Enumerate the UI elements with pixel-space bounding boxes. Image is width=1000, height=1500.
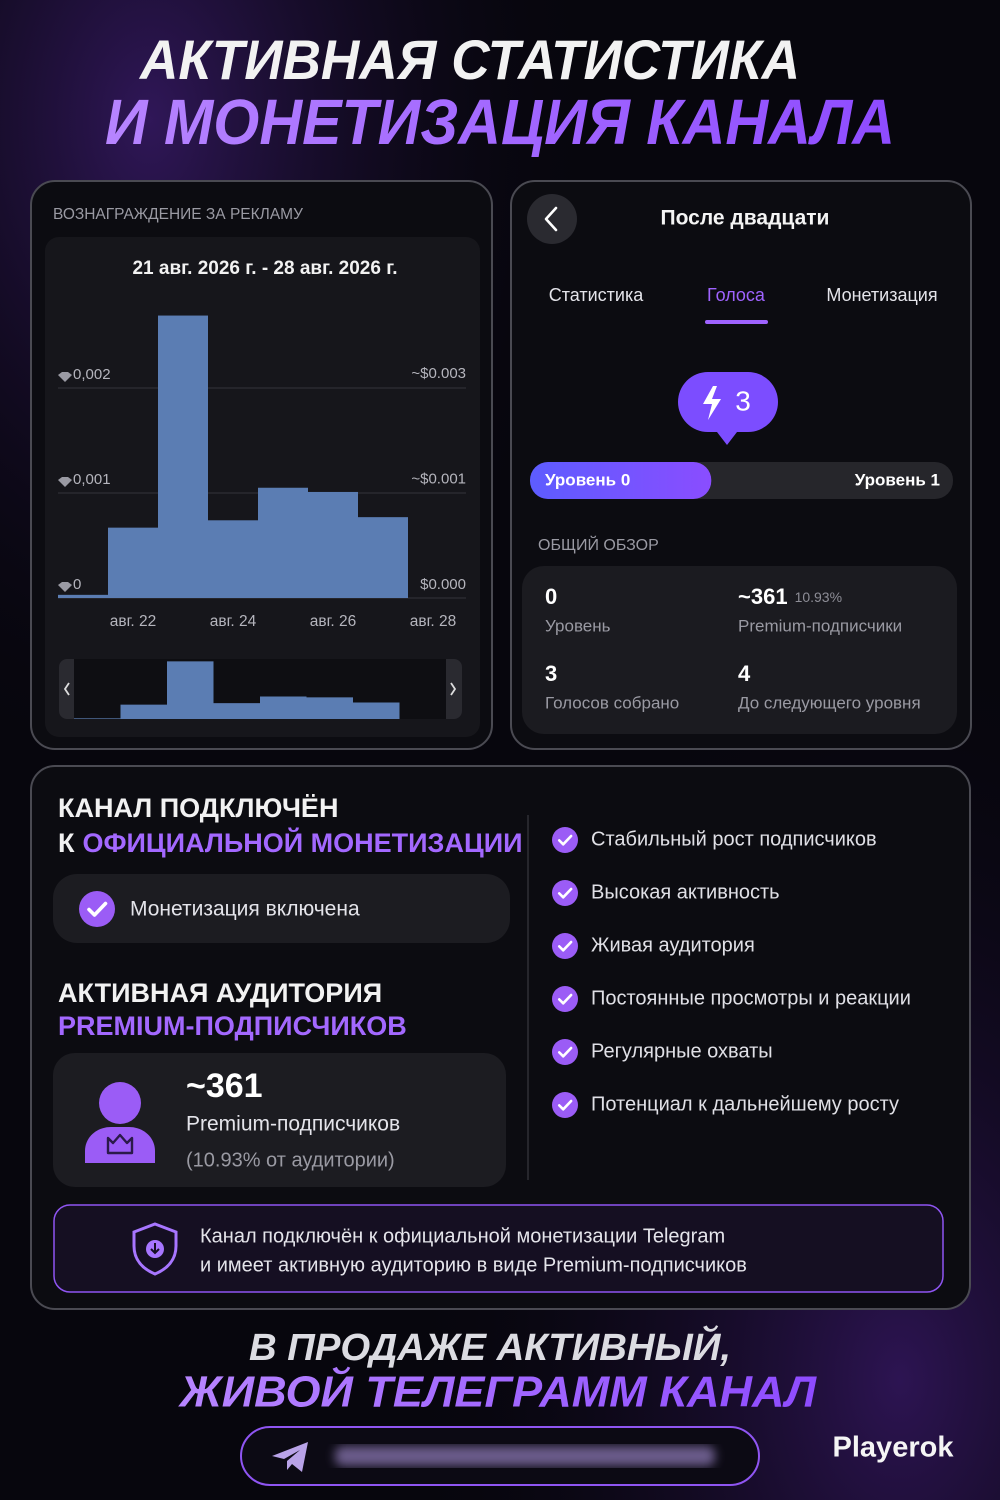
- bar: [158, 315, 208, 598]
- mini-bar: [353, 702, 400, 719]
- stats-panel: [522, 566, 957, 734]
- status-text: Монетизация включена: [130, 898, 360, 921]
- chart-title: 21 авг. 2026 г. - 28 авг. 2026 г.: [132, 258, 397, 279]
- heading-accent: PREMIUM-ПОДПИСЧИКОВ: [58, 1011, 407, 1041]
- bar: [358, 517, 408, 598]
- check-icon: [552, 986, 578, 1012]
- stat-value: ~361: [738, 584, 788, 609]
- stat-label: До следующего уровня: [738, 693, 921, 712]
- chart-panel: [45, 237, 480, 737]
- tab-active[interactable]: Голоса: [707, 285, 766, 305]
- notice-box: [53, 1204, 944, 1293]
- tab[interactable]: Статистика: [549, 285, 645, 305]
- back-icon: [544, 206, 558, 232]
- x-tick-label: авг. 22: [110, 613, 156, 630]
- check-icon: [552, 1092, 578, 1118]
- stat-value: 3: [545, 661, 557, 686]
- notice-text: и имеет активную аудиторию в виде Premiu…: [200, 1254, 747, 1276]
- boost-bubble: [678, 372, 778, 445]
- bar: [308, 491, 358, 598]
- x-tick-label: авг. 28: [410, 613, 456, 630]
- check-icon: [552, 827, 578, 853]
- range-handles[interactable]: [63, 682, 457, 696]
- check-icon: [552, 933, 578, 959]
- heading-prefix: К: [58, 828, 75, 858]
- feature-text: Живая аудитория: [591, 934, 755, 956]
- y-tick-label: 0,001: [73, 471, 111, 488]
- footer-accent: ЖИВОЙ ТЕЛЕГРАММ КАНАЛ: [178, 1366, 817, 1417]
- ton-icon: [58, 477, 72, 487]
- shield-icon: [132, 1222, 178, 1276]
- bar: [108, 527, 158, 598]
- bar: [258, 487, 308, 598]
- heading-accent: ОФИЦИАЛЬНОЙ МОНЕТИЗАЦИИ: [82, 827, 522, 858]
- check-icon: [79, 891, 115, 927]
- heading: АКТИВНАЯ АУДИТОРИЯ: [58, 978, 382, 1008]
- check-icon: [552, 1039, 578, 1065]
- level-to: Уровень 1: [855, 470, 940, 489]
- heading: К ОФИЦИАЛЬНОЙ МОНЕТИЗАЦИИ: [58, 827, 523, 858]
- notice-text: Канал подключён к официальной монетизаци…: [200, 1225, 725, 1247]
- stat-label: Premium-подписчики: [738, 616, 902, 635]
- brand: Playerok: [833, 1432, 955, 1464]
- level-progress: [530, 462, 712, 499]
- chart: 0 0,001 0,002 $0.000 ~$0.001 ~$0.003 авг. 22 ав…: [58, 315, 466, 719]
- y-tick-label: 0,002: [73, 366, 111, 383]
- back-button[interactable]: [527, 194, 577, 244]
- headline: АКТИВНАЯ СТАТИСТИКА: [138, 28, 800, 91]
- premium-share: (10.93% от аудитории): [186, 1149, 395, 1171]
- x-tick-label: авг. 24: [210, 613, 257, 630]
- y-tick-label: 0: [73, 576, 81, 593]
- channel-title: После двадцати: [661, 207, 830, 230]
- feature-list: Стабильный рост подписчиков Высокая актив…: [552, 827, 911, 1118]
- mini-bar: [260, 696, 307, 719]
- status-pill: [53, 874, 510, 943]
- feature-text: Потенциал к дальнейшему росту: [591, 1093, 899, 1115]
- stat-label: Голосов собрано: [545, 693, 679, 712]
- feature-text: Постоянные просмотры и реакции: [591, 987, 911, 1009]
- check-icon: [552, 880, 578, 906]
- feature-text: Стабильный рост подписчиков: [591, 828, 877, 850]
- stat-value: 0: [545, 584, 557, 609]
- premium-icon: [85, 1082, 155, 1163]
- mini-bar: [213, 703, 260, 719]
- mini-bar: [167, 661, 214, 719]
- mini-bar: [306, 697, 353, 719]
- y2-tick-label: $0.000: [420, 576, 466, 593]
- headline-accent: И МОНЕТИЗАЦИЯ КАНАЛА: [105, 86, 895, 158]
- level-from: Уровень 0: [545, 470, 630, 489]
- section-label: ОБЩИЙ ОБЗОР: [538, 535, 659, 554]
- mini-bar: [120, 704, 167, 719]
- stat-value: 4: [738, 661, 751, 686]
- ton-icon: [58, 372, 72, 382]
- stat-note: 10.93%: [795, 589, 842, 605]
- stat-value: ~361 10.93%: [738, 584, 842, 609]
- x-tick-label: авг. 26: [310, 613, 356, 630]
- footer-headline: В ПРОДАЖЕ АКТИВНЫЙ,: [249, 1324, 731, 1369]
- bar: [208, 520, 258, 598]
- tab-indicator: [705, 320, 768, 324]
- mini-bar: [74, 718, 121, 719]
- boost-icon: [703, 386, 721, 420]
- boost-count: 3: [735, 385, 751, 416]
- heading: КАНАЛ ПОДКЛЮЧЁН: [58, 793, 338, 823]
- premium-box: [53, 1053, 506, 1187]
- feature-text: Регулярные охваты: [591, 1040, 773, 1062]
- y2-tick-label: ~$0.001: [411, 470, 466, 487]
- premium-count: ~361: [186, 1067, 263, 1105]
- premium-label: Premium-подписчиков: [186, 1113, 400, 1136]
- telegram-icon: [272, 1442, 308, 1472]
- tab[interactable]: Монетизация: [826, 285, 937, 305]
- blurred-link: [335, 1446, 715, 1466]
- card-label: ВОЗНАГРАЖДЕНИЕ ЗА РЕКЛАМУ: [53, 206, 303, 223]
- feature-text: Высокая активность: [591, 881, 780, 903]
- stat-label: Уровень: [545, 616, 611, 635]
- bar: [58, 594, 108, 598]
- y2-tick-label: ~$0.003: [411, 365, 466, 382]
- ton-icon: [58, 582, 72, 592]
